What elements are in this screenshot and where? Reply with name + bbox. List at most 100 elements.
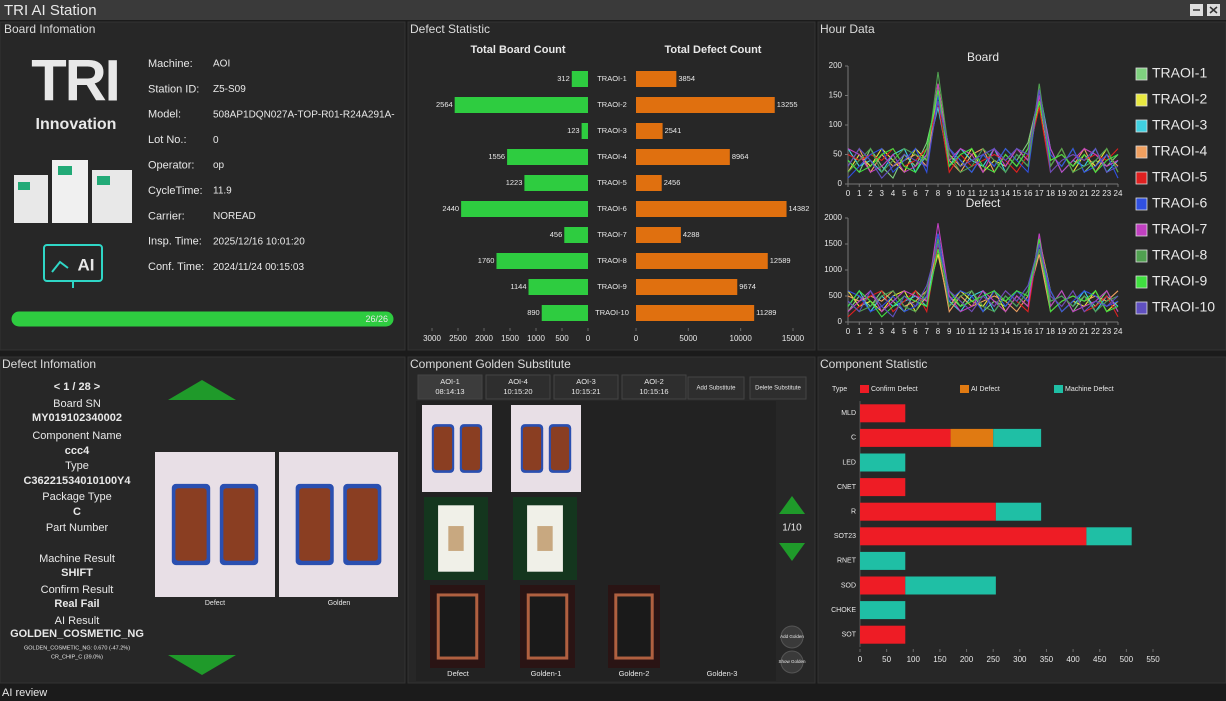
field-label: Carrier: [148, 210, 185, 222]
x-tick-label: 2500 [449, 334, 467, 343]
image-caption: Golden-2 [619, 669, 650, 678]
field-value: 508AP1DQN027A-TOP-R01-R24A291A- [213, 109, 395, 120]
x-tick-label: 1 [857, 327, 862, 336]
field-value: C36221534010100Y4 [23, 475, 131, 487]
x-tick-label: 11 [968, 327, 977, 336]
y-tick-label: R [851, 509, 856, 516]
x-tick-label: 21 [1080, 327, 1089, 336]
legend-label: Confirm Defect [871, 386, 918, 393]
side-button[interactable] [780, 625, 804, 649]
value-label: 12589 [770, 256, 791, 265]
x-tick-label: 15 [1012, 189, 1021, 198]
line-series [847, 71, 1119, 174]
prev-arrow[interactable] [168, 380, 236, 400]
panel-title: Component Statistic [820, 357, 927, 371]
bar-segment [860, 478, 906, 497]
tab[interactable] [485, 374, 551, 400]
component-body [436, 593, 479, 660]
y-tick-label: RNET [837, 558, 857, 565]
tab[interactable] [553, 374, 619, 400]
x-tick-label: 550 [1146, 655, 1160, 664]
field-label: Confirm Result [41, 584, 114, 596]
y-tick-label: 150 [829, 91, 843, 100]
legend-label: TRAOI-6 [1152, 195, 1207, 211]
tab[interactable] [417, 374, 483, 400]
bar [571, 71, 588, 87]
x-tick-label: 500 [1120, 655, 1134, 664]
bar-segment [860, 404, 906, 423]
image-caption: Golden-1 [531, 669, 562, 678]
x-tick-label: 16 [1024, 327, 1033, 336]
field-value: GOLDEN_COSMETIC_NG [10, 628, 144, 640]
x-tick-label: 19 [1057, 189, 1066, 198]
value-label: 3854 [678, 74, 695, 83]
category-label: TRAOI-2 [597, 100, 627, 109]
x-tick-label: 6 [913, 189, 918, 198]
value-label: 1144 [510, 282, 526, 291]
legend-swatch [1135, 119, 1148, 133]
x-tick-label: 12 [979, 327, 988, 336]
legend-swatch [1135, 275, 1148, 289]
category-label: TRAOI-7 [597, 230, 627, 239]
bar-segment [860, 453, 906, 472]
x-tick-label: 350 [1040, 655, 1054, 664]
x-tick-label: 5000 [679, 334, 697, 343]
legend-title: Type [832, 386, 847, 393]
bar [454, 97, 588, 113]
bar-segment [950, 428, 994, 447]
component-body [526, 593, 569, 660]
x-tick-label: 18 [1046, 327, 1055, 336]
legend-swatch [1135, 223, 1148, 237]
next-arrow[interactable] [168, 655, 236, 675]
x-tick-label: 100 [907, 655, 921, 664]
y-tick-label: MLD [841, 410, 856, 417]
page-down-arrow[interactable] [779, 543, 805, 561]
x-tick-label: 3 [880, 327, 885, 336]
x-tick-label: 2 [868, 327, 873, 336]
legend-label: AI Defect [971, 386, 1000, 393]
value-label: 312 [557, 74, 570, 83]
close-icon [1209, 6, 1218, 14]
x-tick-label: 5 [902, 327, 907, 336]
chart-title: Total Defect Count [665, 44, 762, 56]
value-label: 1760 [478, 256, 495, 265]
x-tick-label: 0 [846, 189, 851, 198]
legend-swatch [1135, 145, 1148, 159]
legend-label: TRAOI-8 [1152, 247, 1207, 263]
field-value: 0 [213, 135, 219, 146]
y-tick-label: 0 [838, 179, 843, 188]
x-tick-label: 24 [1114, 189, 1123, 198]
legend-label: TRAOI-9 [1152, 273, 1207, 289]
legend-swatch [1135, 67, 1148, 81]
value-label: 2564 [436, 100, 453, 109]
x-tick-label: 5 [902, 189, 907, 198]
x-tick-label: 20 [1069, 327, 1078, 336]
side-button[interactable] [780, 650, 804, 674]
tab[interactable] [621, 374, 687, 400]
status-text: AI review [2, 687, 47, 699]
page-up-arrow[interactable] [779, 496, 805, 514]
chart-title: Total Board Count [470, 44, 565, 56]
bar-segment [1086, 527, 1132, 546]
legend-label: TRAOI-1 [1152, 65, 1207, 81]
x-tick-label: 15000 [782, 334, 805, 343]
pager[interactable]: < 1 / 28 > [54, 381, 100, 393]
x-tick-label: 13 [990, 189, 999, 198]
chart-title: Board [967, 50, 999, 64]
bar-segment [860, 601, 906, 620]
component-core [448, 526, 464, 551]
logo-subtitle: Innovation [36, 116, 117, 133]
category-label: TRAOI-5 [597, 178, 627, 187]
y-tick-label: 500 [829, 291, 843, 300]
legend-swatch [960, 385, 969, 393]
field-label: Model: [148, 109, 181, 121]
value-label: 2456 [664, 178, 681, 187]
legend-label: TRAOI-7 [1152, 221, 1207, 237]
button[interactable] [687, 376, 745, 400]
button[interactable] [749, 376, 807, 400]
field-value: 2024/11/24 00:15:03 [213, 262, 304, 273]
y-tick-label: LED [842, 459, 856, 466]
x-tick-label: 15 [1012, 327, 1021, 336]
field-value: AOI [213, 59, 230, 70]
